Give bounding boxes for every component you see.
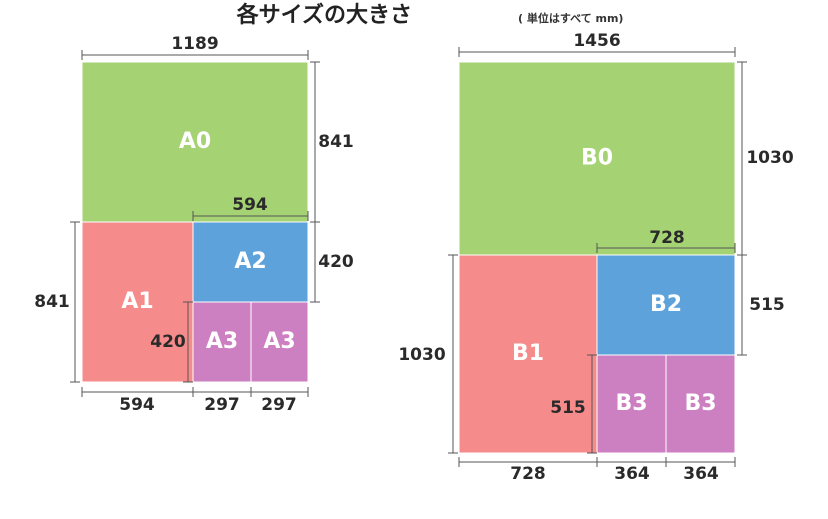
dimension-label: 728 [510,464,546,484]
sheet-rect [596,354,667,454]
sheet-label: B3 [684,391,716,416]
dimension-label: 594 [232,195,268,215]
sheet-label: B1 [512,341,544,366]
sheet-label: B2 [650,292,682,317]
sheet-rect [250,301,309,383]
dimension-label: 364 [683,464,719,484]
dimension-label: 1030 [746,148,793,168]
sheet-rect [665,354,736,454]
dimension-label: 420 [318,252,354,272]
dimension-label: 297 [204,395,240,415]
dimension-label: 364 [614,464,650,484]
sheet-label: B0 [581,146,613,171]
dimension-label: 297 [261,395,297,415]
sheet-label: A3 [263,329,295,354]
dimension-label: 728 [649,228,685,248]
sheet-rect [596,254,736,356]
sheet-rect [81,61,309,223]
sheet-label: A2 [234,249,266,274]
sheet-label: A3 [206,329,238,354]
dimension-label: 594 [119,395,155,415]
dimension-label: 841 [318,132,354,152]
sheet-rect [192,221,309,303]
title: 各サイズの大きさ [236,2,412,28]
sheet-label: A1 [121,289,153,314]
dimension-label: 420 [150,332,186,352]
sheet-label: A0 [179,129,211,154]
dimension-label: 1189 [171,34,218,54]
sheet-rect [192,301,252,383]
sheet-rect [81,221,194,383]
dimension-label: 1030 [398,345,445,365]
sheet-rect [458,254,598,454]
subtitle: ( 単位はすべて mm) [518,11,623,25]
dimension-label: 841 [34,292,70,312]
sheet-rect [458,61,736,256]
dimension-label: 515 [749,295,785,315]
dimension-label: 515 [550,398,586,418]
sheet-label: B3 [615,391,647,416]
dimension-label: 1456 [573,31,620,51]
